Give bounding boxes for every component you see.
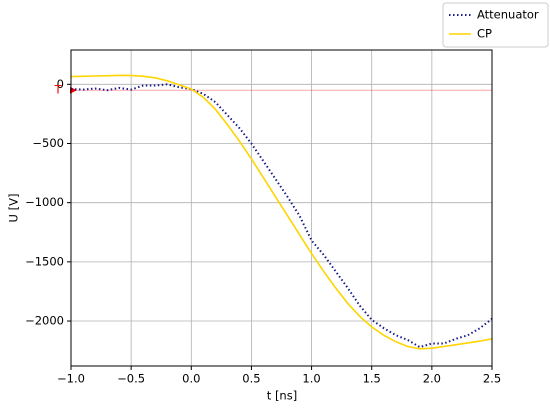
legend-label: CP — [477, 27, 492, 41]
y-tick-label: 0 — [57, 77, 64, 91]
y-tick-label: −2000 — [25, 314, 64, 328]
x-tick-label: −0.5 — [117, 372, 145, 386]
series-line — [70, 74, 493, 350]
x-tick-label: 1.5 — [363, 372, 381, 386]
x-tick-label: 2.0 — [423, 372, 441, 386]
x-tick-label: −1.0 — [57, 372, 85, 386]
x-tick-label: 0.0 — [182, 372, 200, 386]
x-tick-label: 0.5 — [242, 372, 260, 386]
x-tick-label: 1.0 — [302, 372, 320, 386]
y-tick-label: −1000 — [25, 195, 64, 209]
trigger-label: T — [53, 83, 62, 97]
x-axis-label: t [ns] — [267, 389, 297, 403]
x-tick-label: 2.5 — [483, 372, 501, 386]
series-line — [70, 83, 493, 349]
y-tick-label: −500 — [32, 136, 64, 150]
plot-frame — [70, 49, 493, 367]
legend-label: Attenuator — [477, 8, 539, 22]
y-axis-label: U [V] — [7, 194, 21, 223]
y-tick-label: −1500 — [25, 254, 64, 268]
